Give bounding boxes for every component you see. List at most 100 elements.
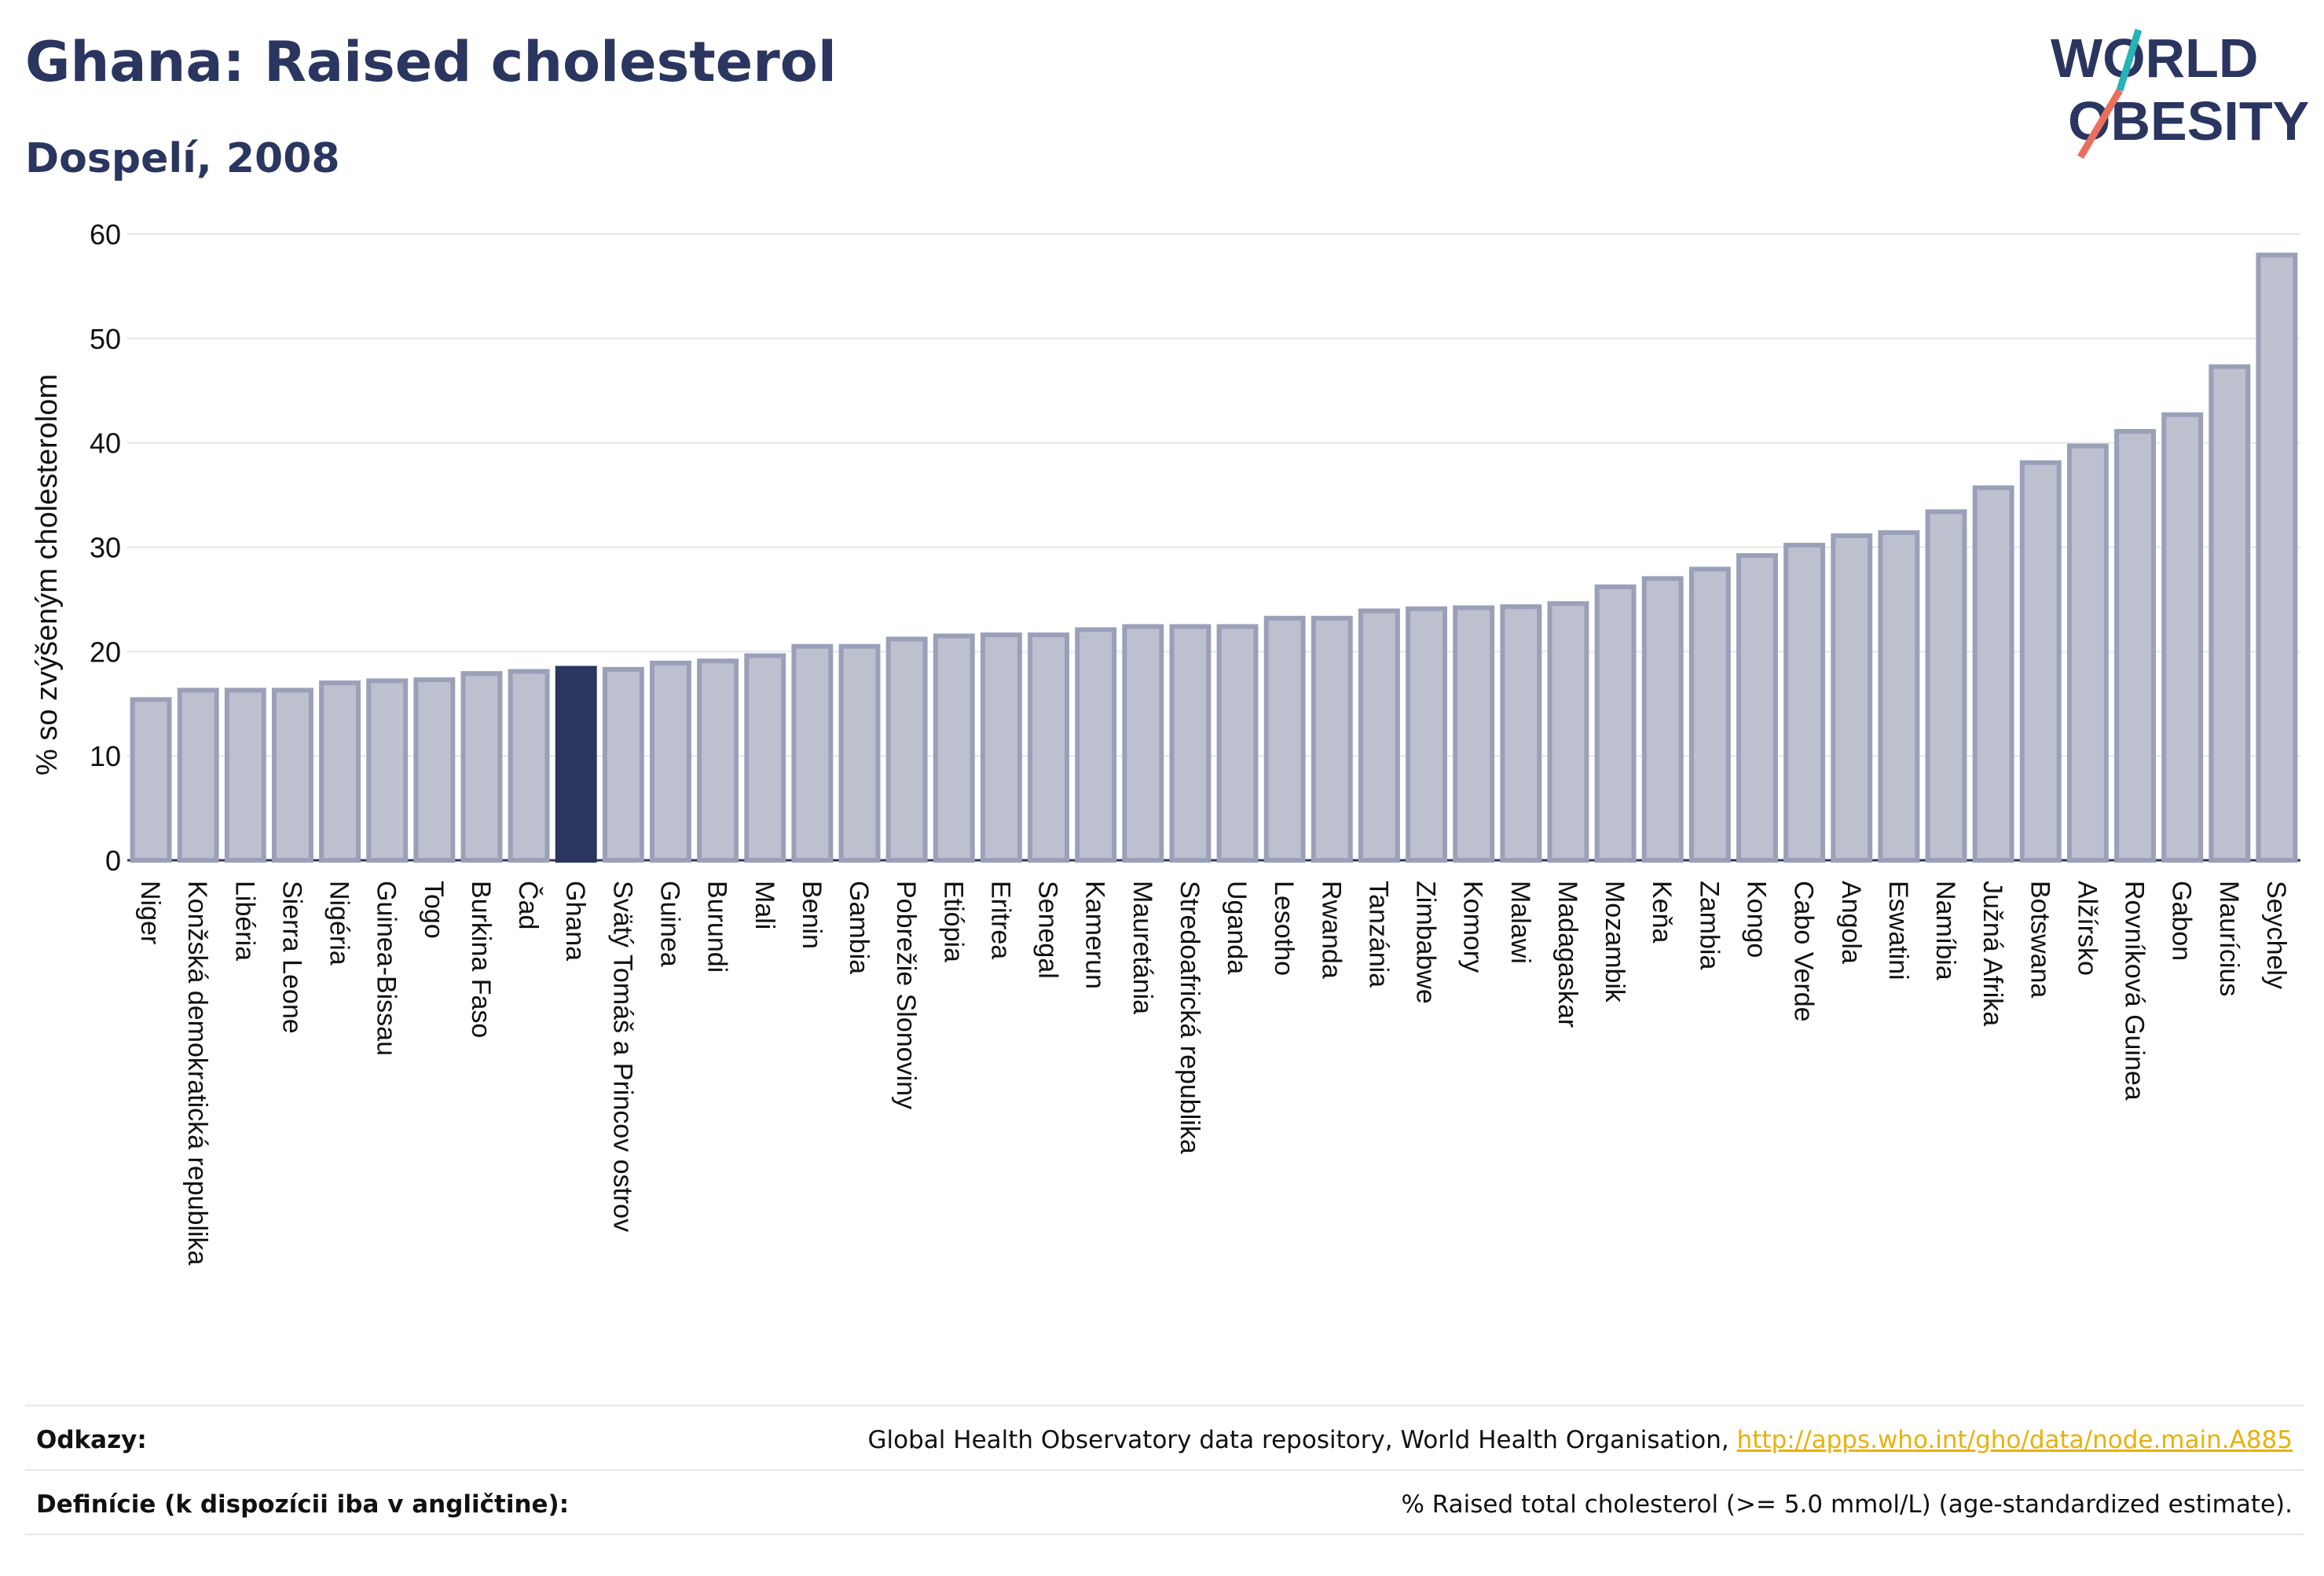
x-tick-label: Seychely bbox=[2261, 881, 2291, 989]
footer-divider bbox=[25, 1405, 2304, 1406]
x-tick-label: Mozambik bbox=[1600, 881, 1629, 1003]
bar-Etiópia bbox=[933, 633, 975, 863]
bar-Eritrea bbox=[980, 632, 1022, 863]
references-value: Global Health Observatory data repositor… bbox=[868, 1426, 2293, 1454]
x-tick-label: Guinea bbox=[655, 881, 685, 967]
bar-Stredoafrická republika bbox=[1169, 624, 1211, 863]
bar-Zambia bbox=[1688, 566, 1731, 863]
x-tick-label: Malawi bbox=[1505, 881, 1535, 964]
bar-Libéria bbox=[224, 687, 266, 863]
bar-Konžská demokratická republika bbox=[177, 687, 219, 863]
bar-Ghana bbox=[555, 665, 597, 863]
x-tick-label: Guinea-Bissau bbox=[372, 881, 401, 1056]
bar-Niger bbox=[130, 697, 172, 863]
bar-Burundi bbox=[697, 658, 739, 863]
bar-Gambia bbox=[838, 643, 881, 863]
bar-Mozambik bbox=[1594, 584, 1637, 863]
x-tick-label: Kamerun bbox=[1080, 881, 1110, 989]
x-tick-label: Madagaskar bbox=[1552, 881, 1582, 1028]
bar-Kamerun bbox=[1075, 627, 1117, 863]
bar-Madagaskar bbox=[1547, 601, 1589, 863]
bar-Sierra Leone bbox=[272, 687, 313, 863]
bar-Malawi bbox=[1500, 604, 1542, 863]
bar-Tanzánia bbox=[1358, 608, 1400, 863]
bar-Burkina Faso bbox=[460, 671, 503, 863]
x-tick-label: Svätý Tomáš a Princov ostrov bbox=[607, 881, 637, 1232]
x-tick-label: Benin bbox=[797, 881, 827, 949]
x-tick-label: Maurícius bbox=[2214, 881, 2244, 996]
x-tick-label: Zambia bbox=[1694, 881, 1724, 969]
x-tick-label: Senegal bbox=[1033, 881, 1063, 979]
bar-Rovníková Guinea bbox=[2114, 429, 2156, 863]
bar-Maurícius bbox=[2209, 364, 2251, 863]
x-tick-label: Rwanda bbox=[1316, 881, 1346, 979]
x-axis-labels: Niger Konžská demokratická republika Libér… bbox=[135, 881, 2291, 1266]
bar-Komory bbox=[1453, 605, 1495, 863]
logo-line2: OBESITY bbox=[2068, 90, 2309, 152]
bar-Benin bbox=[791, 643, 834, 863]
x-tick-label: Burkina Faso bbox=[466, 881, 496, 1038]
bar-Cabo Verde bbox=[1783, 542, 1826, 863]
bar-Pobrežie Slonoviny bbox=[885, 636, 928, 863]
x-tick-label: Ghana bbox=[560, 881, 590, 961]
x-tick-label: Namíbia bbox=[1930, 881, 1960, 980]
x-tick-label: Kongo bbox=[1742, 881, 1772, 958]
y-tick-label: 10 bbox=[90, 740, 121, 772]
references-label: Odkazy: bbox=[36, 1426, 147, 1454]
references-row: Odkazy: Global Health Observatory data r… bbox=[25, 1410, 2304, 1473]
logo-slash-coral bbox=[2077, 88, 2123, 159]
bar-Seychely bbox=[2256, 252, 2298, 863]
chart-title: Ghana: Raised cholesterol bbox=[25, 30, 837, 94]
x-tick-label: Botswana bbox=[2025, 881, 2055, 998]
x-tick-label: Stredoafrická republika bbox=[1175, 881, 1204, 1154]
y-tick-label: 60 bbox=[90, 218, 121, 251]
bar-Guinea bbox=[650, 660, 691, 863]
x-tick-label: Tanzánia bbox=[1363, 881, 1393, 988]
logo-line1: WORLD bbox=[2051, 27, 2258, 89]
bar-Južná Afrika bbox=[1972, 485, 2014, 863]
x-tick-label: Rovníková Guinea bbox=[2120, 881, 2150, 1101]
x-tick-label: Konžská demokratická republika bbox=[182, 881, 212, 1266]
x-tick-label: Komory bbox=[1458, 881, 1488, 973]
footer-divider bbox=[25, 1469, 2304, 1471]
x-tick-label: Sierra Leone bbox=[277, 881, 306, 1034]
x-tick-label: Pobrežie Slonoviny bbox=[891, 881, 921, 1109]
bar-Namíbia bbox=[1925, 509, 1967, 863]
x-tick-label: Gabon bbox=[2167, 881, 2197, 961]
bar-Mauretánia bbox=[1122, 624, 1164, 863]
definitions-value: % Raised total cholesterol (>= 5.0 mmol/… bbox=[1401, 1490, 2293, 1519]
x-tick-label: Cabo Verde bbox=[1789, 881, 1819, 1022]
bar-Guinea-Bissau bbox=[366, 678, 409, 863]
logo-slash-teal bbox=[2116, 28, 2143, 92]
x-tick-label: Gambia bbox=[844, 881, 874, 974]
x-tick-label: Mali bbox=[750, 881, 779, 929]
bar-Senegal bbox=[1028, 632, 1069, 863]
bar-chart: 0 10 20 30 40 50 60 Niger Konžská demokratická … bbox=[31, 218, 2300, 1266]
bar-Angola bbox=[1831, 533, 1873, 863]
world-obesity-logo: WORLD OBESITY bbox=[2051, 27, 2309, 159]
definitions-label: Definície (k dispozícii iba v angličtine… bbox=[36, 1490, 570, 1519]
x-tick-label: Eritrea bbox=[985, 881, 1015, 959]
x-tick-label: Lesotho bbox=[1269, 881, 1299, 976]
y-tick-label: 20 bbox=[90, 636, 121, 668]
y-tick-label: 50 bbox=[90, 323, 121, 355]
y-tick-label: 40 bbox=[90, 427, 121, 460]
x-tick-label: Alžírsko bbox=[2072, 881, 2102, 976]
x-tick-label: Mauretánia bbox=[1127, 881, 1157, 1014]
x-tick-label: Zimbabwe bbox=[1411, 881, 1441, 1004]
x-tick-label: Togo bbox=[419, 881, 449, 939]
bar-Nigéria bbox=[319, 680, 361, 863]
x-tick-label: Etiópia bbox=[938, 881, 968, 962]
chart-subtitle: Dospelí, 2008 bbox=[25, 135, 340, 182]
bar-Gabon bbox=[2161, 412, 2204, 863]
y-tick-label: 30 bbox=[90, 532, 121, 564]
bar-Eswatini bbox=[1878, 530, 1920, 863]
bar-Zimbabwe bbox=[1406, 606, 1448, 863]
bar-Botswana bbox=[2019, 460, 2062, 863]
x-tick-label: Čad bbox=[513, 881, 543, 929]
bar-Uganda bbox=[1216, 624, 1259, 863]
references-link[interactable]: http://apps.who.int/gho/data/node.main.A… bbox=[1736, 1426, 2293, 1454]
x-tick-label: Angola bbox=[1836, 881, 1866, 964]
bar-Keňa bbox=[1641, 576, 1684, 863]
x-tick-label: Burundi bbox=[702, 881, 732, 973]
